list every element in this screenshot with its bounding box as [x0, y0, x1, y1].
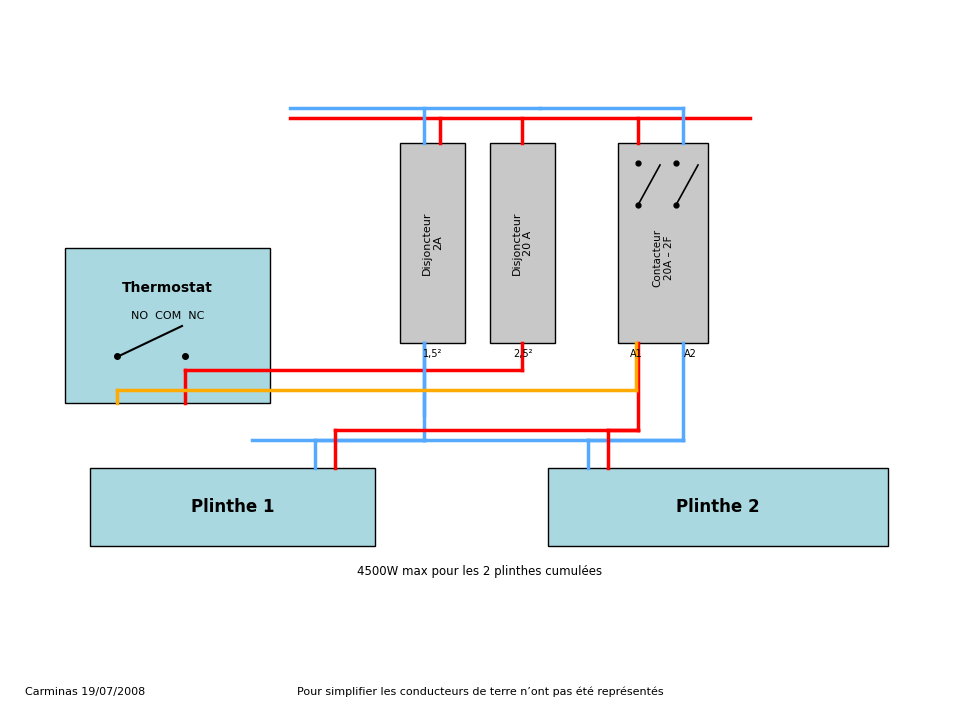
Text: Disjoncteur
20 A: Disjoncteur 20 A [512, 211, 534, 275]
Text: Disjoncteur
2A: Disjoncteur 2A [421, 211, 444, 275]
Bar [618, 143, 708, 343]
Text: Plinthe 2: Plinthe 2 [676, 498, 759, 516]
Bar [400, 143, 465, 343]
Text: A2: A2 [684, 349, 696, 359]
Bar [548, 468, 888, 546]
Text: 1,5²: 1,5² [422, 349, 443, 359]
Text: 2,5²: 2,5² [513, 349, 532, 359]
Text: Contacteur
20A – 2F: Contacteur 20A – 2F [652, 229, 674, 287]
Bar [490, 143, 555, 343]
Text: 4500W max pour les 2 plinthes cumulées: 4500W max pour les 2 plinthes cumulées [357, 565, 603, 578]
Bar [90, 468, 375, 546]
Text: Pour simplifier les conducteurs de terre n’ont pas été représentés: Pour simplifier les conducteurs de terre… [297, 687, 663, 697]
Text: A1: A1 [630, 349, 642, 359]
Bar [65, 248, 270, 403]
Text: NO  COM  NC: NO COM NC [131, 311, 204, 321]
Text: Plinthe 1: Plinthe 1 [191, 498, 275, 516]
Text: Thermostat: Thermostat [122, 281, 213, 295]
Text: Carminas 19/07/2008: Carminas 19/07/2008 [25, 687, 145, 697]
